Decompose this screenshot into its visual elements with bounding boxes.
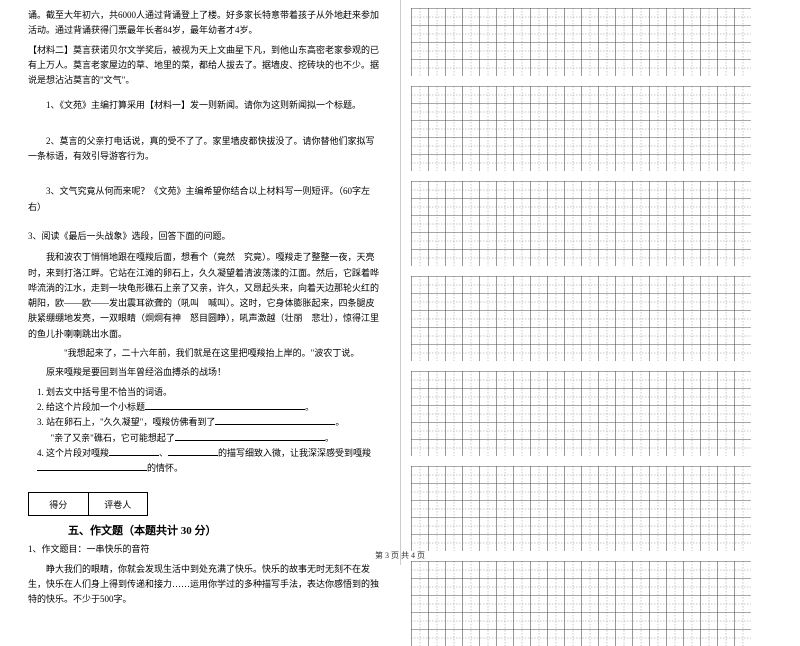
subq-1: 1. 划去文中括号里不恰当的词语。 [37, 385, 382, 400]
paragraph-intro: 诵。截至大年初六，共6000人通过背诵登上了楼。好多家长特意带着孩子从外地赶来参… [28, 8, 382, 39]
subq-3b-text: "亲了又亲"礁石，它可能想起了 [51, 433, 175, 443]
subq-4d-text: 的情怀。 [147, 463, 183, 473]
question-2: 2、莫言的父亲打电话说，真的受不了了。家里墙皮都快拔没了。请你替他们家拟写一条标… [28, 134, 382, 165]
blank-line [215, 415, 335, 425]
writing-grid-block [411, 561, 772, 646]
writing-grid-block [411, 86, 772, 171]
question-1: 1、《文苑》主编打算采用【材料一】发一则新闻。请你为这则新闻拟一个标题。 [28, 98, 382, 113]
score-box: 得分 评卷人 [28, 492, 148, 516]
material-2: 【材料二】莫言获诺贝尔文学奖后，被视为天上文曲星下凡，到他山东高密老家参观的已有… [28, 43, 382, 89]
essay-body: 睁大我们的眼睛，你就会发现生活中到处充满了快乐。快乐的故事无时无刻不在发生，快乐… [28, 562, 382, 608]
subq-3b: "亲了又亲"礁石，它可能想起了。 [51, 431, 383, 446]
reading-title: 3、阅读《最后一头战象》选段，回答下面的问题。 [28, 229, 382, 244]
blank-line [37, 461, 147, 471]
subq-4b-text: 、 [159, 448, 168, 458]
subq-4a-text: 4. 这个片段对嘎羧 [37, 448, 109, 458]
section-5-title: 五、作文题（本题共计 30 分） [68, 522, 382, 538]
subq-2-text: 2. 给这个片段加一个小标题 [37, 402, 145, 412]
blank-line [145, 400, 305, 410]
writing-grid-block [411, 181, 772, 266]
blank-line [175, 431, 325, 441]
grader-label: 评卷人 [89, 493, 148, 515]
writing-grid-block [411, 8, 772, 76]
subq-3a-text: 3. 站在卵石上，"久久凝望"，嘎羧仿佛看到了 [37, 417, 215, 427]
blank-line [109, 446, 159, 456]
material-2-text: 莫言获诺贝尔文学奖后，被视为天上文曲星下凡，到他山东高密老家参观的已有上万人。莫… [28, 45, 379, 86]
right-column [400, 0, 800, 565]
reading-p1: 我和波农丁悄悄地跟在嘎羧后面，想看个（竟然 究竟）。嘎羧走了整整一夜，天亮时，来… [28, 250, 382, 342]
writing-grid-block [411, 276, 772, 361]
subq-3a: 3. 站在卵石上，"久久凝望"，嘎羧仿佛看到了。 [37, 415, 382, 430]
reading-p3: 原来嘎羧是要回到当年曾经浴血搏杀的战场！ [28, 365, 382, 380]
subq-4c-text: 的描写细致入微，让我深深感受到嘎羧 [218, 448, 371, 458]
page-footer: 第 3 页 共 4 页 [0, 550, 800, 561]
subq-4: 4. 这个片段对嘎羧 、 的描写细致入微，让我深深感受到嘎羧 [37, 446, 382, 461]
material-2-label: 【材料二】 [28, 45, 73, 55]
left-column: 诵。截至大年初六，共6000人通过背诵登上了楼。好多家长特意带着孩子从外地赶来参… [0, 0, 400, 565]
subq-4-line2: 的情怀。 [37, 461, 382, 476]
subq-2: 2. 给这个片段加一个小标题。 [37, 400, 382, 415]
writing-grid-block [411, 371, 772, 456]
blank-line [168, 446, 218, 456]
score-label: 得分 [29, 493, 89, 515]
reading-p2: "我想起来了，二十六年前，我们就是在这里把嘎羧抬上岸的。"波农丁说。 [28, 346, 382, 361]
question-3: 3、文气究竟从何而来呢？《文苑》主编希望你结合以上材料写一则短评。（60字左右） [28, 184, 382, 215]
writing-grid-block [411, 466, 772, 551]
